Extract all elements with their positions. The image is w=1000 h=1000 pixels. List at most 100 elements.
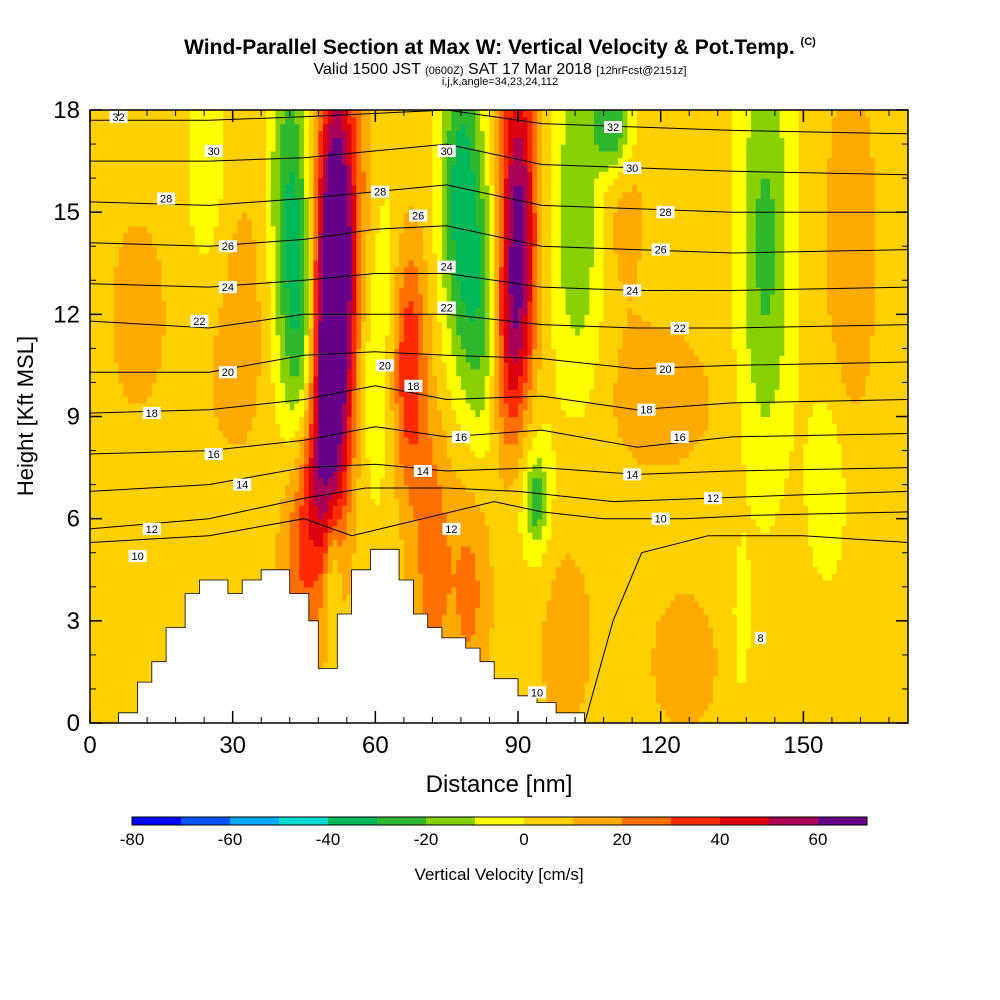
colorbar-tick-label: -60 bbox=[218, 830, 243, 849]
contour-label: 18 bbox=[146, 408, 158, 420]
terrain bbox=[90, 548, 585, 723]
contour-label: 26 bbox=[222, 241, 234, 253]
theta-contour-10 bbox=[90, 501, 908, 543]
contour-label: 8 bbox=[758, 633, 764, 645]
contour-label: 18 bbox=[407, 381, 419, 393]
colorbar-label: Vertical Velocity [cm/s] bbox=[414, 865, 583, 884]
theta-contour-22 bbox=[90, 313, 908, 329]
contour-label: 26 bbox=[412, 211, 424, 223]
x-tick-label: 30 bbox=[219, 732, 246, 759]
forecast-label: [12hrFcst@2151z] bbox=[596, 65, 687, 77]
contour-label: 14 bbox=[236, 480, 248, 492]
contour-label: 28 bbox=[160, 194, 172, 206]
contour-label: 14 bbox=[417, 466, 429, 478]
colorbar-swatch bbox=[132, 817, 182, 825]
contour-label: 16 bbox=[674, 432, 686, 444]
colorbar-swatch bbox=[475, 817, 525, 825]
y-tick-label: 3 bbox=[67, 608, 80, 635]
contour-label: 20 bbox=[379, 360, 391, 372]
contour-label: 14 bbox=[626, 469, 638, 481]
colorbar-tick-label: 0 bbox=[519, 830, 528, 849]
axes: 0 30 60 90 120 150 0 3 6 9 12 15 18 bbox=[53, 97, 908, 759]
contour-label: 12 bbox=[445, 524, 457, 536]
theta-contour-16 bbox=[90, 426, 908, 455]
theta-contour-26 bbox=[90, 225, 908, 254]
contour-label: 20 bbox=[222, 367, 234, 379]
contour-label: 24 bbox=[626, 286, 638, 298]
chart-subtitle: Valid 1500 JST (0600Z) SAT 17 Mar 2018 [… bbox=[313, 61, 687, 78]
x-tick-label: 60 bbox=[362, 732, 389, 759]
colorbar: -80 -60 -40 -20 0 20 40 60 bbox=[120, 816, 868, 849]
y-tick-label: 15 bbox=[53, 199, 80, 226]
contour-label: 10 bbox=[131, 551, 143, 563]
colorbar-tick-label: -40 bbox=[316, 830, 341, 849]
contour-label: 32 bbox=[112, 112, 124, 124]
y-tick-label: 9 bbox=[67, 404, 80, 431]
colorbar-tick-label: -80 bbox=[120, 830, 145, 849]
y-tick-label: 18 bbox=[53, 97, 80, 124]
x-tick-label: 0 bbox=[83, 732, 96, 759]
colorbar-swatch bbox=[622, 817, 672, 825]
theta-contours bbox=[90, 110, 908, 723]
colorbar-tick-label: 20 bbox=[613, 830, 632, 849]
theta-contour-8 bbox=[584, 535, 908, 723]
theta-contour-32 bbox=[90, 110, 908, 135]
x-axis-label: Distance [nm] bbox=[426, 771, 573, 798]
x-tick-label: 120 bbox=[641, 732, 681, 759]
colorbar-swatch bbox=[426, 817, 476, 825]
colorbar-tick-label: 40 bbox=[711, 830, 730, 849]
contour-label: 30 bbox=[626, 163, 638, 175]
contour-label: 10 bbox=[531, 687, 543, 699]
contour-label: 22 bbox=[441, 303, 453, 315]
title-units: (C) bbox=[800, 36, 816, 48]
x-tick-label: 90 bbox=[505, 732, 532, 759]
colorbar-swatch bbox=[720, 817, 770, 825]
colorbar-swatch bbox=[671, 817, 721, 825]
contour-label: 26 bbox=[655, 245, 667, 257]
contour-label: 32 bbox=[607, 122, 619, 134]
theta-contour-18 bbox=[90, 385, 908, 414]
contour-label: 24 bbox=[222, 282, 234, 294]
colorbar-tick-label: -20 bbox=[414, 830, 439, 849]
theta-contour-30 bbox=[90, 143, 908, 176]
contour-label: 18 bbox=[640, 405, 652, 417]
colorbar-swatch bbox=[524, 817, 574, 825]
colorbar-swatch bbox=[328, 817, 378, 825]
x-tick-label: 150 bbox=[783, 732, 823, 759]
contour-label: 12 bbox=[707, 493, 719, 505]
colorbar-swatch bbox=[230, 817, 280, 825]
contour-label: 30 bbox=[208, 146, 220, 158]
contour-label: 16 bbox=[208, 449, 220, 461]
colorbar-swatch bbox=[377, 817, 427, 825]
theta-contour-28 bbox=[90, 184, 908, 213]
contour-label: 10 bbox=[655, 514, 667, 526]
contour-label: 20 bbox=[659, 364, 671, 376]
colorbar-swatch bbox=[181, 817, 231, 825]
theta-contour-12 bbox=[90, 487, 908, 530]
chart-title: Wind-Parallel Section at Max W: Vertical… bbox=[184, 36, 816, 59]
colorbar-swatch bbox=[279, 817, 329, 825]
theta-contour-24 bbox=[90, 273, 908, 291]
terrain-shape bbox=[90, 548, 585, 723]
contour-labels: 32 30 28 26 24 22 20 18 16 14 12 10 28 26 30 24 22 20 18 16… bbox=[109, 110, 767, 699]
contour-label: 30 bbox=[441, 146, 453, 158]
theta-contour-20 bbox=[90, 351, 908, 373]
contour-label: 22 bbox=[193, 316, 205, 328]
y-tick-label: 0 bbox=[67, 710, 80, 737]
contour-label: 22 bbox=[674, 323, 686, 335]
y-tick-label: 12 bbox=[53, 301, 80, 328]
colorbar-swatch bbox=[573, 817, 623, 825]
contour-label: 28 bbox=[374, 187, 386, 199]
valid-utc: (0600Z) bbox=[425, 65, 464, 77]
chart-indices: i,j,k,angle=34,23,24,112 bbox=[441, 76, 559, 88]
contour-label: 12 bbox=[146, 524, 158, 536]
colorbar-tick-label: 60 bbox=[809, 830, 828, 849]
y-axis-label: Height [Kft MSL] bbox=[13, 336, 38, 496]
colorbar-frame bbox=[131, 816, 868, 826]
contour-label: 24 bbox=[441, 262, 453, 274]
colorbar-swatch bbox=[818, 817, 868, 825]
y-tick-label: 6 bbox=[67, 506, 80, 533]
contour-label: 28 bbox=[659, 207, 671, 219]
colorbar-swatch bbox=[769, 817, 819, 825]
